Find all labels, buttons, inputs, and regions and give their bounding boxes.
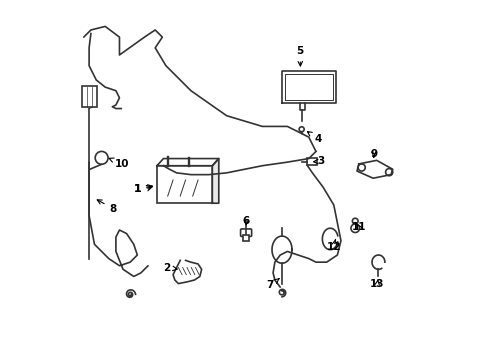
Text: 4: 4 bbox=[307, 132, 321, 144]
FancyBboxPatch shape bbox=[157, 166, 212, 203]
Polygon shape bbox=[212, 158, 218, 203]
Text: 9: 9 bbox=[369, 149, 377, 159]
Text: 3: 3 bbox=[313, 157, 324, 166]
Polygon shape bbox=[157, 158, 218, 166]
Text: 11: 11 bbox=[351, 222, 366, 232]
FancyBboxPatch shape bbox=[240, 229, 251, 237]
Text: 6: 6 bbox=[242, 216, 249, 226]
Text: 10: 10 bbox=[109, 158, 129, 169]
Text: 5: 5 bbox=[296, 46, 303, 66]
Text: 13: 13 bbox=[369, 279, 384, 289]
Circle shape bbox=[326, 235, 333, 243]
FancyBboxPatch shape bbox=[82, 86, 97, 108]
FancyBboxPatch shape bbox=[306, 158, 317, 165]
Text: 12: 12 bbox=[326, 239, 340, 252]
Text: 7: 7 bbox=[266, 279, 279, 291]
Text: 8: 8 bbox=[97, 200, 117, 213]
FancyBboxPatch shape bbox=[243, 235, 248, 241]
Text: 1: 1 bbox=[133, 184, 152, 194]
Text: 2: 2 bbox=[163, 262, 177, 273]
Text: 1: 1 bbox=[133, 184, 141, 194]
